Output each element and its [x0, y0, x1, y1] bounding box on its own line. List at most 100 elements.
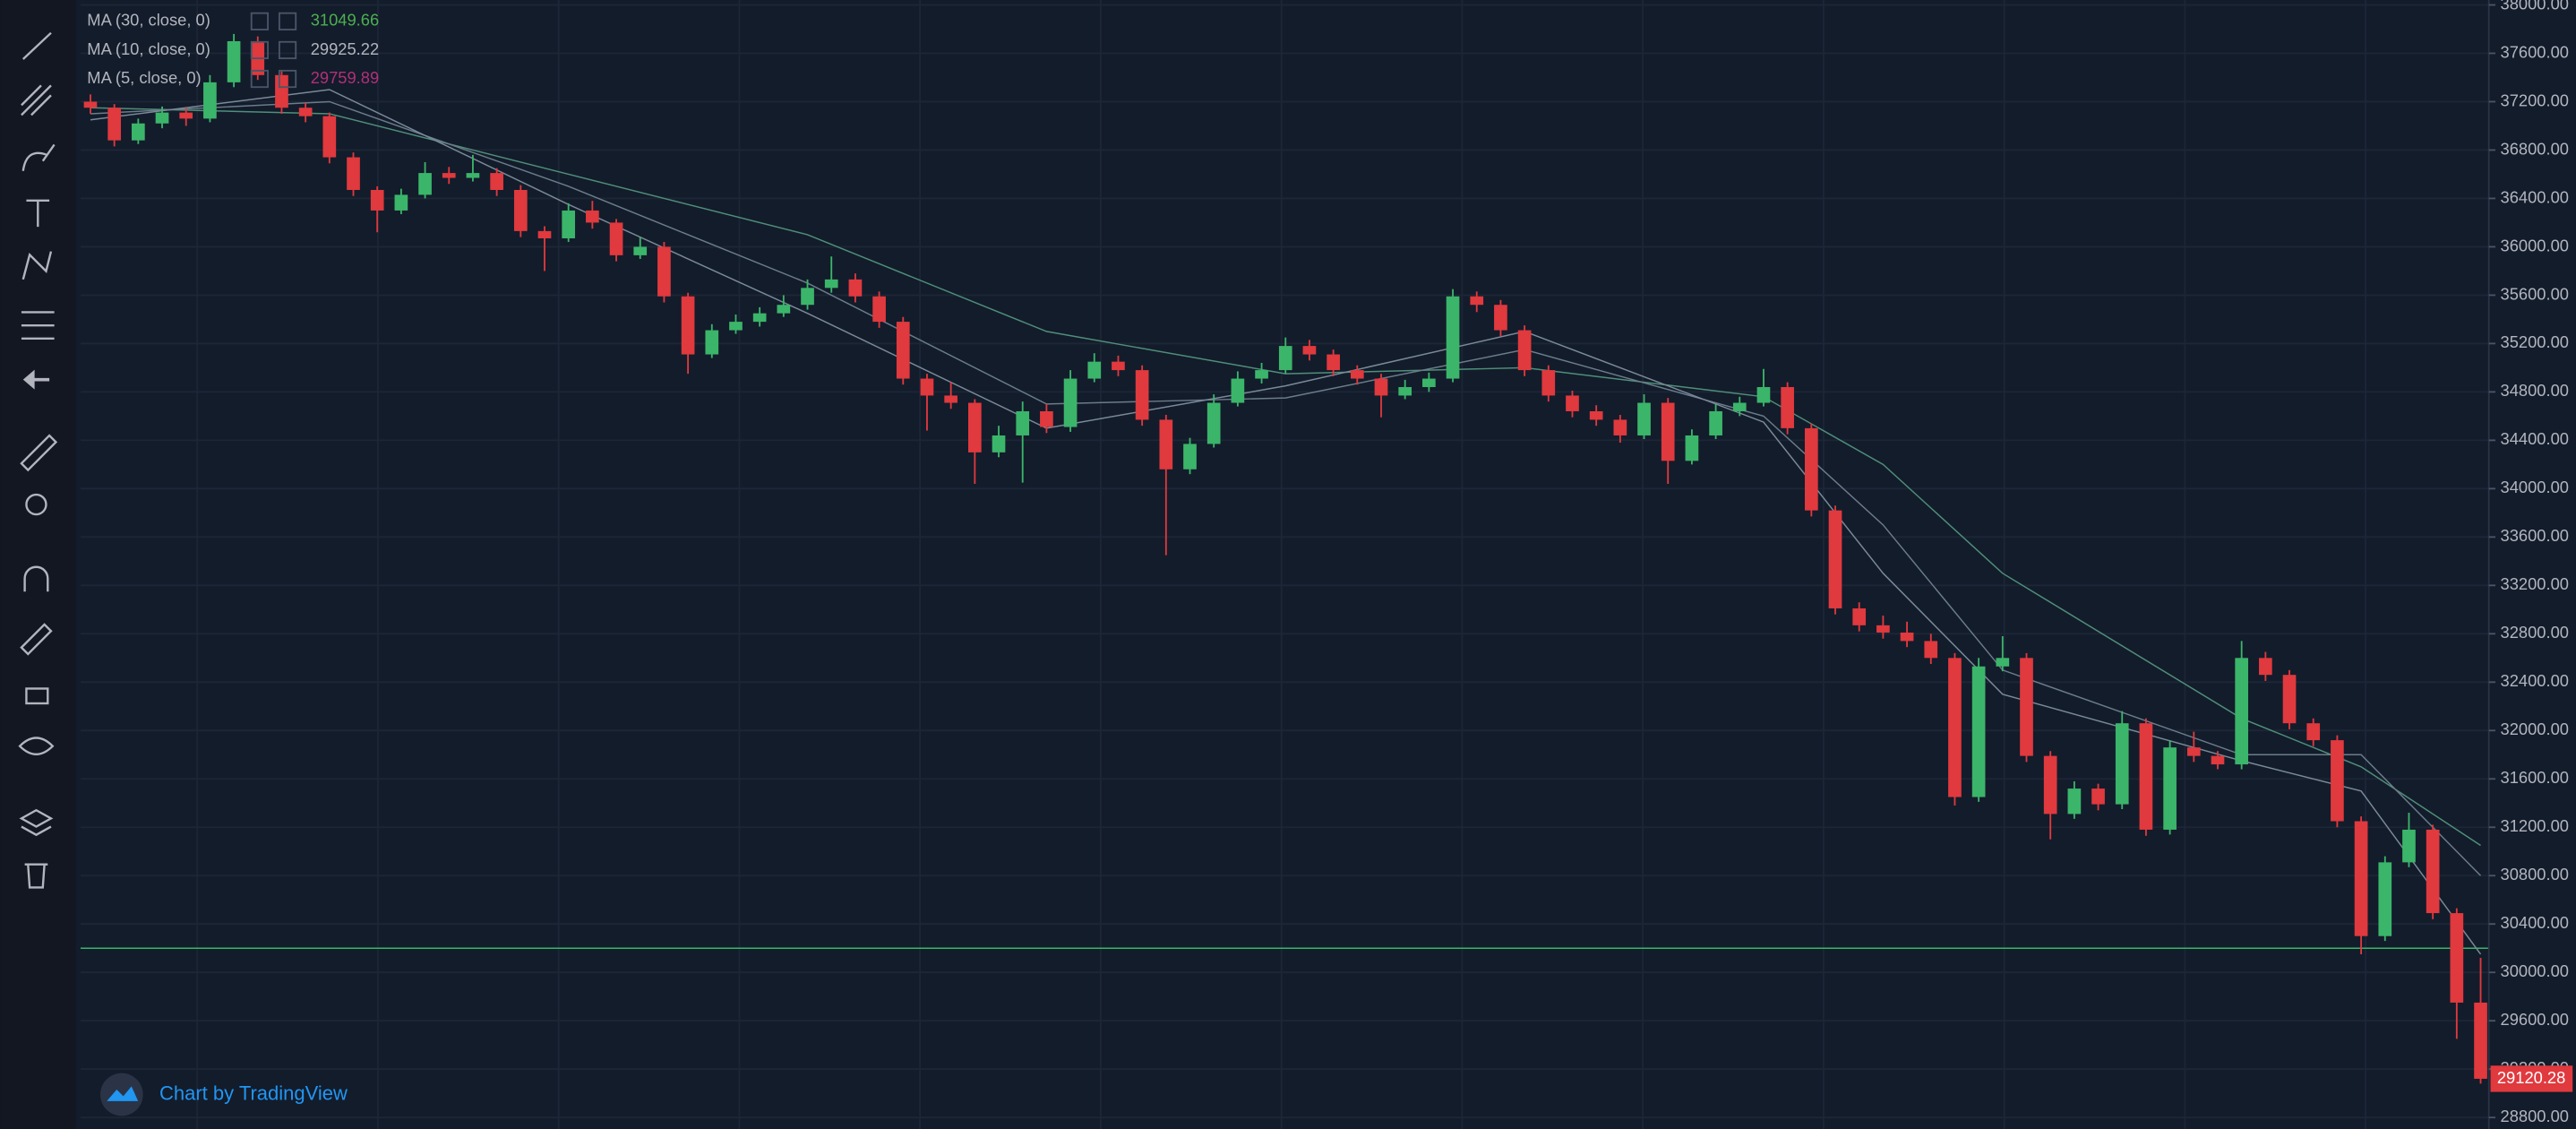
ma-name: MA (30, close, 0): [87, 11, 210, 30]
y-tick-label: 37200.00: [2501, 90, 2569, 109]
candle-body: [609, 222, 623, 255]
prediction-tool[interactable]: [21, 311, 55, 340]
y-tick-label: 38000.00: [2501, 0, 2569, 13]
ma-settings: [250, 40, 269, 60]
ma-remove: [278, 12, 297, 30]
candle-body: [1398, 386, 1413, 396]
legend: MA (30, close, 0) 31049.66 MA (10, close, …: [87, 11, 379, 89]
y-tick-label: 36800.00: [2501, 139, 2569, 158]
candle-body: [1063, 378, 1078, 427]
lock-draw-tool[interactable]: [20, 623, 53, 656]
candle-body: [824, 279, 838, 289]
candle-body: [1732, 402, 1747, 411]
y-tick-label: 32000.00: [2501, 720, 2569, 738]
candle-body: [2306, 723, 2321, 741]
candle-body: [801, 288, 814, 306]
price-axis: [2488, 0, 2576, 1129]
magnet-tool[interactable]: [23, 565, 49, 592]
candle-body: [1135, 370, 1149, 420]
visibility-tool[interactable]: [18, 737, 55, 756]
pattern-tool[interactable]: [21, 251, 53, 280]
plot: [80, 33, 2489, 1084]
y-tick-label: 36400.00: [2501, 187, 2569, 206]
candle-body: [2067, 789, 2082, 814]
layers-tool[interactable]: [19, 808, 54, 837]
candle-body: [132, 123, 145, 141]
candle-body: [848, 279, 863, 297]
candle-body: [2139, 723, 2153, 830]
candle-body: [1446, 296, 1460, 379]
candle-body: [322, 116, 337, 158]
candle-body: [586, 210, 599, 223]
fib-tool[interactable]: [21, 84, 52, 116]
candle-body: [2115, 723, 2129, 805]
candle-body: [155, 112, 169, 124]
y-tick-label: 35600.00: [2501, 284, 2569, 303]
candle-body: [1255, 370, 1268, 379]
candle-body: [1040, 410, 1053, 427]
candle-body: [2020, 658, 2033, 756]
candle-body: [752, 313, 767, 323]
ruler-tool[interactable]: [20, 434, 58, 472]
candle-body: [920, 378, 934, 396]
candle-body: [1876, 625, 1890, 633]
candle-body: [1996, 658, 2010, 667]
last-price-tag: [2490, 1065, 2573, 1092]
ma-remove: [278, 40, 297, 60]
toolbar: [0, 0, 76, 1129]
last-price: 29120.28: [2497, 1068, 2565, 1087]
brush-tool[interactable]: [21, 143, 56, 171]
delete-tool[interactable]: [24, 863, 48, 889]
lock-tool[interactable]: [25, 687, 49, 705]
candle-body: [657, 246, 671, 297]
candle-body: [1087, 361, 1102, 379]
candle-body: [347, 157, 360, 190]
candle-body: [2259, 658, 2272, 676]
candle-body: [1613, 419, 1627, 435]
candle-body: [2402, 829, 2416, 863]
candle-body: [418, 173, 432, 195]
candle-body: [729, 322, 743, 331]
candle-body: [83, 101, 98, 108]
candle-body: [1589, 410, 1603, 420]
candle-body: [1900, 632, 1914, 642]
candle-body: [513, 189, 528, 231]
credit[interactable]: Chart by TradingView: [159, 1082, 348, 1104]
back-tool[interactable]: [22, 369, 50, 390]
candle-body: [1374, 378, 1388, 396]
candle-body: [1470, 296, 1484, 306]
candle-body: [227, 40, 241, 82]
candle-body: [1231, 378, 1245, 403]
ma-settings: [250, 69, 269, 89]
zoom-tool[interactable]: [25, 493, 47, 516]
candle-body: [2043, 755, 2057, 814]
candle-body: [1016, 410, 1030, 435]
candle-body: [2450, 913, 2464, 1003]
y-tick-label: 30800.00: [2501, 865, 2569, 883]
y-tick-label: 30000.00: [2501, 961, 2569, 980]
candle-body: [1541, 370, 1556, 396]
candle-body: [777, 305, 791, 314]
ma-settings: [250, 12, 269, 30]
ma-remove: [278, 69, 297, 89]
trend-line-tool[interactable]: [21, 31, 52, 60]
candle-body: [1159, 419, 1173, 470]
text-tool[interactable]: [26, 199, 50, 228]
candle-body: [1566, 395, 1579, 411]
candle-body: [872, 296, 886, 323]
candle-body: [2186, 747, 2201, 756]
y-tick-label: 30400.00: [2501, 913, 2569, 932]
candle-body: [968, 402, 982, 452]
toolbar-icons[interactable]: [18, 31, 58, 889]
candle-body: [944, 395, 957, 403]
y-tick-label: 33600.00: [2501, 526, 2569, 545]
candle-body: [896, 322, 910, 379]
candle-body: [633, 246, 648, 255]
ma-value: 29925.22: [311, 39, 379, 58]
y-tick-label: 34000.00: [2501, 478, 2569, 496]
candle-body: [1494, 305, 1507, 331]
candle-body: [1206, 402, 1221, 444]
